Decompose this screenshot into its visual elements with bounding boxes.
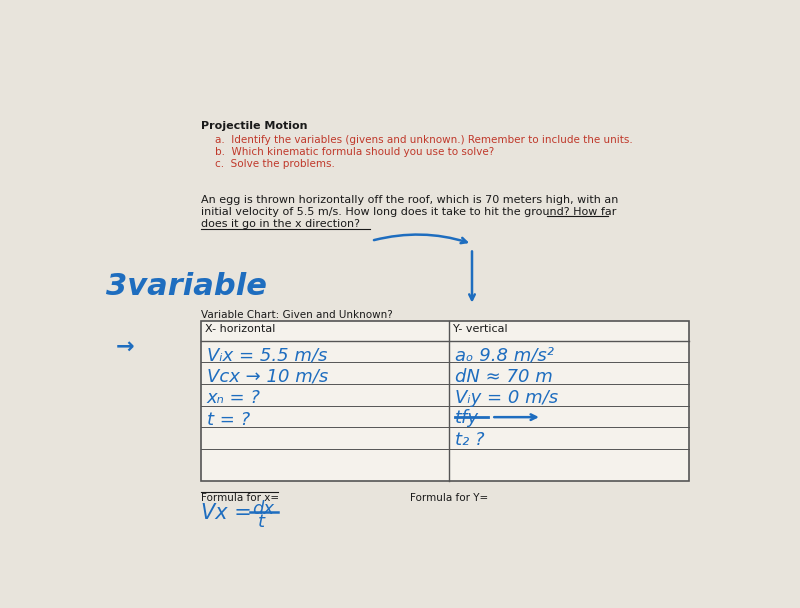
Text: Formula for Y=: Formula for Y=: [410, 492, 488, 503]
Text: 3variable: 3variable: [106, 272, 267, 300]
Text: t = ?: t = ?: [207, 411, 250, 429]
Bar: [201, 321, 689, 481]
Text: X- horizontal: X- horizontal: [206, 324, 276, 334]
Text: Projectile Motion: Projectile Motion: [201, 121, 307, 131]
Text: b.  Which kinematic formula should you use to solve?: b. Which kinematic formula should you us…: [214, 147, 494, 157]
Text: Vcx → 10 m/s: Vcx → 10 m/s: [207, 368, 328, 386]
Text: Vx =: Vx =: [201, 503, 251, 523]
Text: Variable Chart: Given and Unknown?: Variable Chart: Given and Unknown?: [201, 310, 393, 320]
Text: t: t: [258, 513, 265, 531]
Text: tfy: tfy: [455, 409, 479, 427]
Text: xₙ = ?: xₙ = ?: [207, 390, 261, 407]
Text: c.  Solve the problems.: c. Solve the problems.: [214, 159, 334, 169]
Text: dN ≈ 70 m: dN ≈ 70 m: [455, 368, 553, 386]
Text: →: →: [115, 336, 134, 356]
Text: aₒ 9.8 m/s²: aₒ 9.8 m/s²: [455, 347, 554, 364]
Text: a.  Identify the variables (givens and unknown.) Remember to include the units.: a. Identify the variables (givens and un…: [214, 134, 633, 145]
Text: An egg is thrown horizontally off the roof, which is 70 meters high, with an: An egg is thrown horizontally off the ro…: [201, 195, 618, 205]
Text: Vᵢx = 5.5 m/s: Vᵢx = 5.5 m/s: [207, 347, 327, 364]
Text: initial velocity of 5.5 m/s. How long does it take to hit the ground? How far: initial velocity of 5.5 m/s. How long do…: [201, 207, 616, 217]
Text: Y- vertical: Y- vertical: [454, 324, 508, 334]
Text: Vᵢy = 0 m/s: Vᵢy = 0 m/s: [455, 390, 558, 407]
Text: dx: dx: [252, 500, 274, 517]
Text: Formula for x=: Formula for x=: [201, 492, 279, 503]
Text: t₂ ?: t₂ ?: [455, 431, 485, 449]
Text: does it go in the x direction?: does it go in the x direction?: [201, 219, 360, 229]
